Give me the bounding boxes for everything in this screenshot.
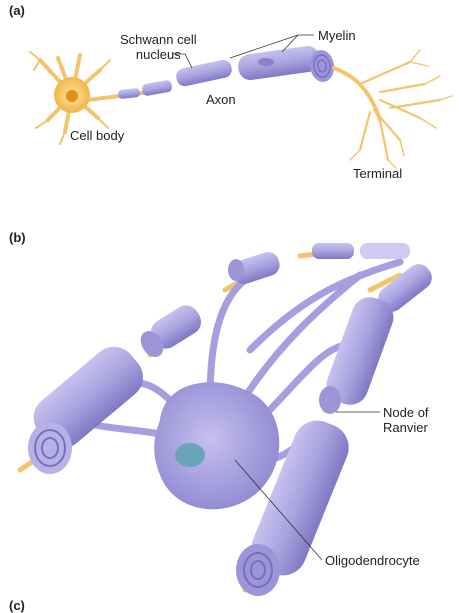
schwann-cell-line1: Schwann cell <box>120 32 197 47</box>
myelin-segments-a <box>118 45 335 99</box>
schwann-cell-label: Schwann cell nucleus <box>120 32 197 62</box>
myelin-tubes-b <box>28 243 432 596</box>
cell-body-label: Cell body <box>70 128 125 143</box>
axon-label: Axon <box>206 92 236 107</box>
node-of-ranvier-label: Node of Ranvier <box>383 405 429 435</box>
node-of-ranvier-line1: Node of <box>383 405 429 420</box>
node-of-ranvier-line2: Ranvier <box>383 420 428 435</box>
leader-lines-b <box>234 411 380 561</box>
panel-c-label: (c) <box>9 598 25 613</box>
oligodendrocyte-processes <box>91 258 404 464</box>
terminal-label: Terminal <box>353 166 403 181</box>
myelin-label: Myelin <box>318 28 356 43</box>
schwann-cell-line2: nucleus <box>135 47 181 62</box>
cell-body-shape <box>29 51 111 145</box>
oligodendrocyte-cell-body <box>154 382 280 510</box>
panel-a-label: (a) <box>9 3 25 18</box>
axon-terminal <box>332 49 453 169</box>
oligodendrocyte-label: Oligodendrocyte <box>325 553 420 568</box>
panel-b-label: (b) <box>9 230 26 245</box>
leader-lines-a <box>172 34 314 69</box>
